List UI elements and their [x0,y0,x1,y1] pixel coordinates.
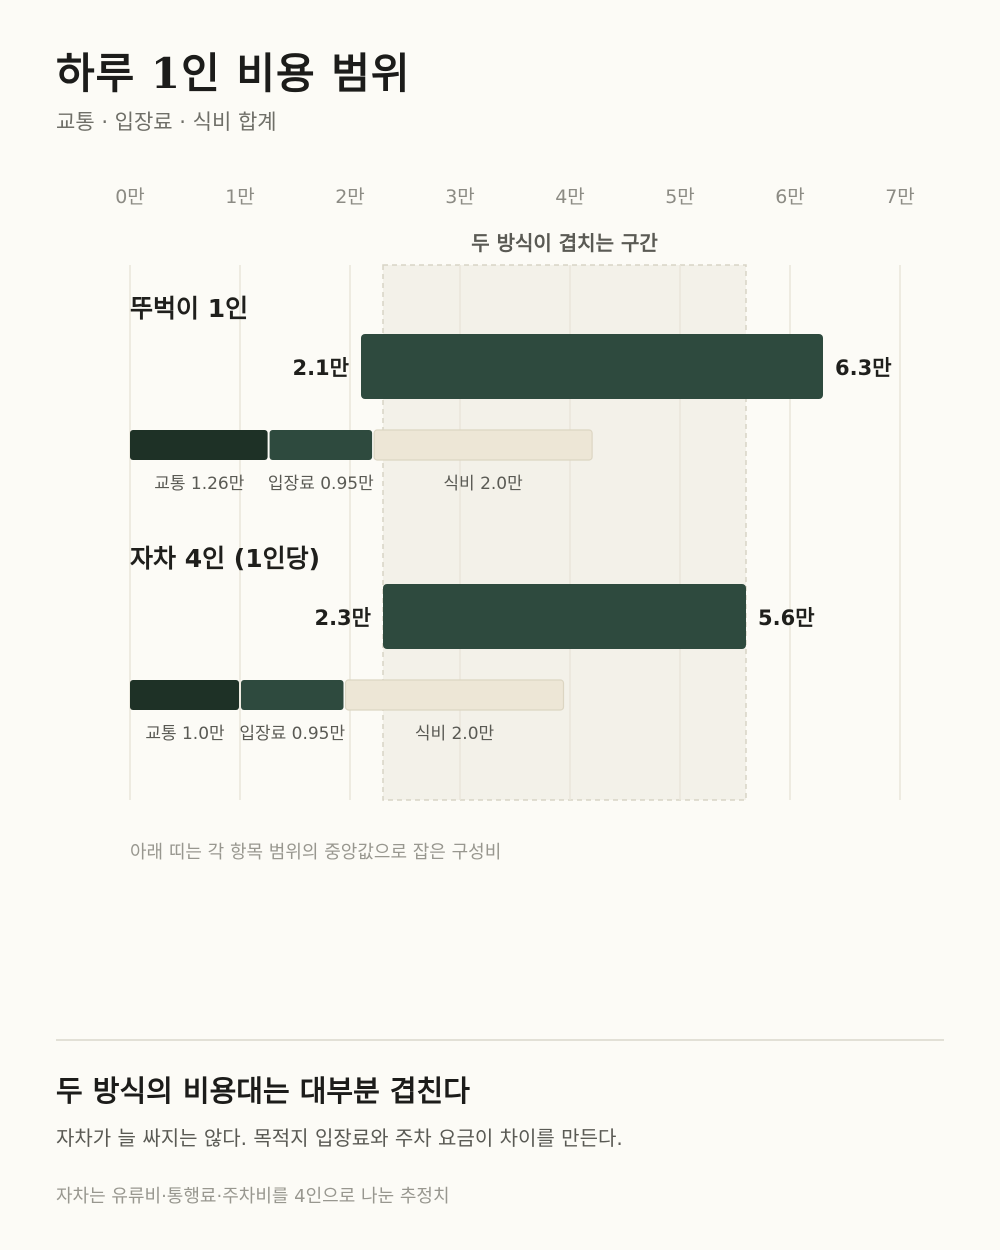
range-min-label: 2.3만 [314,606,371,630]
conclusion-title: 두 방식의 비용대는 대부분 겹친다 [56,1074,470,1108]
component-bar-admission [269,430,373,460]
component-bar-food [373,429,593,461]
range-max-label: 5.6만 [758,606,815,630]
component-bar-admission [241,680,344,710]
section-divider [56,1039,944,1041]
page-subtitle: 교통 · 입장료 · 식비 합계 [56,110,277,134]
x-tick-label: 2만 [335,186,365,208]
component-label: 입장료 0.95만 [239,724,345,744]
component-label: 교통 1.26만 [154,474,245,494]
series-name: 자차 4인 (1인당) [130,544,320,573]
x-tick-label: 0만 [115,186,145,208]
range-min-label: 2.1만 [292,356,349,380]
x-tick-label: 4만 [555,186,585,208]
component-label: 식비 2.0만 [443,474,523,494]
component-bar-transport [130,430,268,460]
component-bar-food [344,679,565,711]
chart-footnote: 아래 띠는 각 항목 범위의 중앙값으로 잡은 구성비 [130,842,502,863]
x-tick-label: 1만 [225,186,255,208]
component-bar-transport [130,680,239,710]
series-name: 뚜벅이 1인 [130,294,248,323]
overlap-label: 두 방식이 겹치는 구간 [471,231,658,255]
range-bar [361,334,823,399]
component-label: 입장료 0.95만 [268,474,374,494]
page-title: 하루 1인 비용 범위 [56,49,411,98]
x-tick-label: 3만 [445,186,475,208]
conclusion-note: 자차는 유류비·통행료·주차비를 4인으로 나눈 추정치 [56,1186,450,1207]
component-label: 식비 2.0만 [415,724,495,744]
x-tick-label: 7만 [885,186,915,208]
conclusion-body: 자차가 늘 싸지는 않다. 목적지 입장료와 주차 요금이 차이를 만든다. [56,1126,623,1150]
range-bar [383,584,746,649]
range-max-label: 6.3만 [835,356,892,380]
x-tick-label: 6만 [775,186,805,208]
x-tick-label: 5만 [665,186,695,208]
component-label: 교통 1.0만 [145,724,225,744]
